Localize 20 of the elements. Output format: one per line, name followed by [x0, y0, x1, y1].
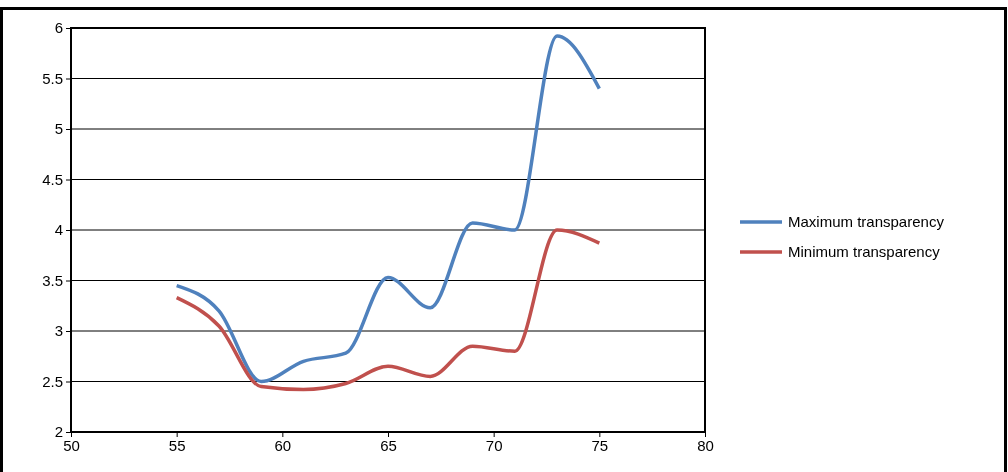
x-tick-label: 65 — [380, 436, 397, 454]
y-tick-label: 6 — [54, 19, 63, 37]
line-series — [174, 228, 602, 392]
legend-label: Maximum transparency — [788, 213, 945, 230]
x-tick-label: 50 — [63, 436, 80, 454]
legend-label: Minimum transparency — [788, 243, 941, 260]
x-tick-label: 75 — [591, 436, 609, 454]
y-tick-label: 4.5 — [42, 170, 63, 188]
y-tick-label: 3 — [54, 322, 63, 340]
x-tick-label: 80 — [697, 436, 714, 454]
line-series — [174, 34, 602, 384]
y-tick-label: 4 — [54, 221, 63, 239]
y-tick-label: 2 — [54, 423, 63, 441]
y-tick-label: 2.5 — [42, 372, 63, 390]
y-tick-label: 5 — [54, 120, 63, 138]
y-tick-label: 5.5 — [42, 69, 63, 87]
y-tick-label: 3.5 — [42, 271, 63, 289]
x-tick-label: 55 — [168, 436, 186, 454]
x-tick-label: 60 — [274, 436, 292, 454]
x-tick-label: 70 — [485, 436, 503, 454]
